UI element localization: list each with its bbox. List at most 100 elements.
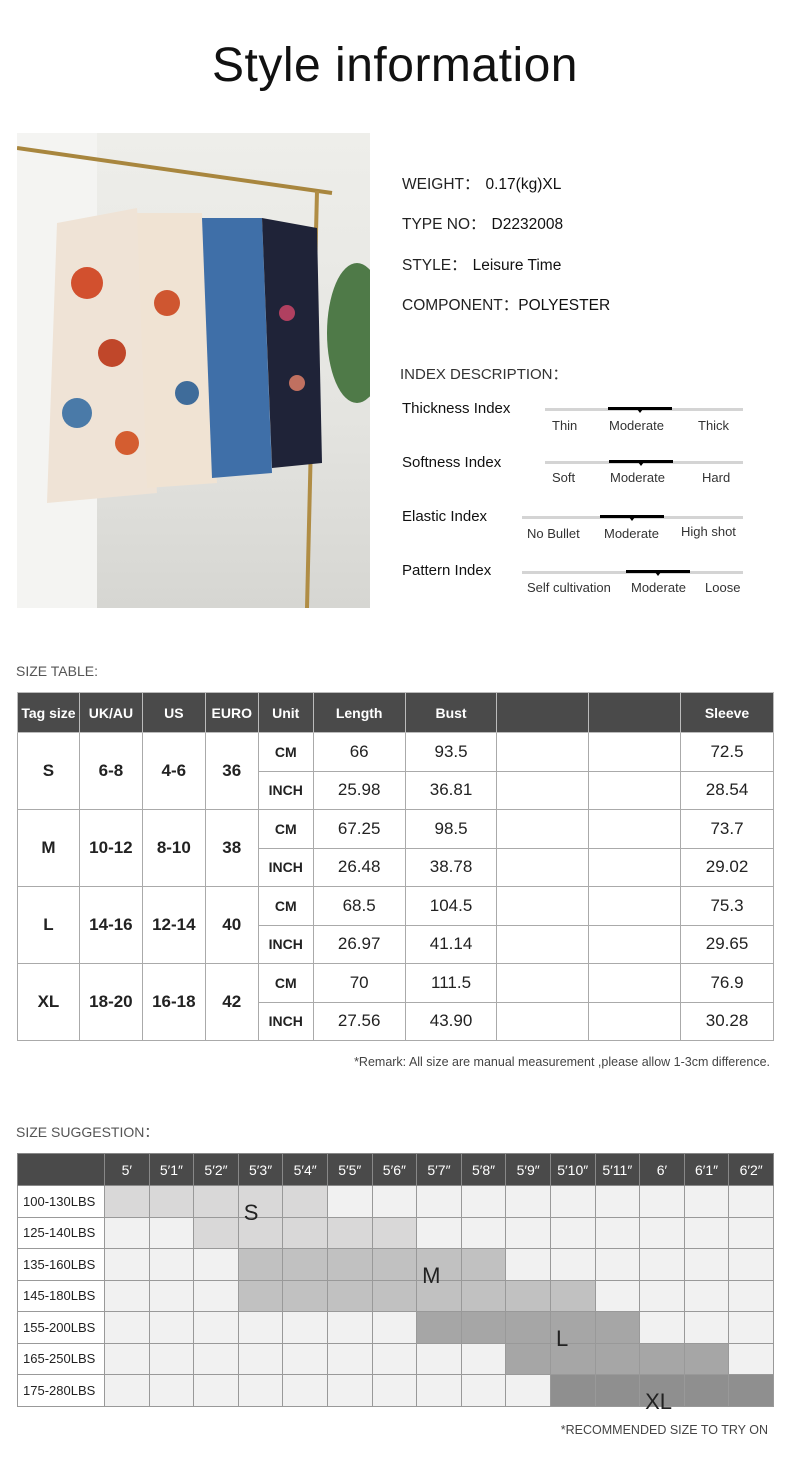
weight-label: 165-250LBS (17, 1342, 105, 1375)
component-value: POLYESTER (518, 297, 611, 314)
weight-label: WEIGHT： (402, 176, 480, 193)
size-cell-empty (371, 1342, 418, 1375)
size-us: 12-14 (141, 886, 206, 964)
table-row: S 6-8 4-6 36 CM 66 93.5 72.5 (17, 732, 774, 810)
empty-cell (588, 924, 682, 964)
bust-cell: 38.78 (404, 847, 498, 887)
size-cell-empty (416, 1216, 462, 1249)
size-cell-filled (237, 1279, 284, 1312)
size-cell-filled (282, 1279, 328, 1312)
length-cell: 67.25 (312, 809, 406, 849)
size-label: XL (645, 1389, 673, 1414)
size-cell-filled (371, 1216, 418, 1249)
size-us: 8-10 (141, 809, 206, 887)
size-cell-empty (728, 1311, 774, 1344)
size-cell-filled (549, 1279, 596, 1312)
unit-cell: CM (257, 963, 314, 1003)
bust-cell: 43.90 (404, 1001, 498, 1041)
height-header: 5′1″ (148, 1153, 195, 1186)
size-cell-filled (416, 1311, 462, 1344)
size-cell-filled (639, 1342, 685, 1375)
size-cell-empty (505, 1374, 551, 1407)
size-cell-empty (549, 1185, 596, 1218)
size-cell-empty (549, 1248, 596, 1281)
elastic-index-label: Elastic Index (402, 508, 488, 525)
size-cell-empty (683, 1216, 730, 1249)
unit-cell: CM (257, 886, 314, 926)
size-cell-filled (371, 1248, 418, 1281)
size-cell-filled (728, 1374, 774, 1407)
size-cell-filled (505, 1311, 551, 1344)
table-row: XL 18-20 16-18 42 CM 70 111.5 76.9 (17, 963, 774, 1041)
unit-cell: INCH (257, 924, 314, 964)
thickness-index-scale (545, 407, 743, 413)
size-tag: S (17, 732, 80, 810)
size-cell-filled: M (416, 1248, 462, 1288)
size-cell-filled (505, 1279, 551, 1312)
column-header (496, 692, 590, 733)
weight-label: 145-180LBS (17, 1279, 105, 1312)
size-euro: 40 (204, 886, 259, 964)
empty-cell (496, 1001, 590, 1041)
elastic-option: High shot (681, 524, 736, 539)
height-header: 5′6″ (371, 1153, 418, 1186)
size-cell-empty (728, 1279, 774, 1312)
size-cell-empty (148, 1374, 195, 1407)
unit-cell: INCH (257, 847, 314, 887)
grid-row: 155-200LBS L (17, 1311, 774, 1351)
size-cell-empty (639, 1185, 685, 1218)
size-cell-filled (326, 1248, 373, 1281)
grid-row: 125-140LBS (17, 1216, 774, 1249)
page-title: Style information (212, 39, 578, 92)
size-cell-filled (282, 1185, 328, 1218)
size-cell-filled (549, 1374, 596, 1407)
size-cell-empty (639, 1216, 685, 1249)
size-cell-filled (282, 1216, 328, 1249)
size-cell-empty (237, 1342, 284, 1375)
size-cell-empty (326, 1185, 373, 1218)
pattern-index-label: Pattern Index (402, 562, 492, 579)
height-header: 5′2″ (193, 1153, 239, 1186)
thickness-option: Thick (698, 418, 730, 433)
size-cell-empty (282, 1342, 328, 1375)
size-cell-filled (148, 1185, 195, 1218)
sleeve-cell: 75.3 (680, 886, 774, 926)
height-header: 5′7″ (416, 1153, 462, 1186)
size-ukau: 6-8 (78, 732, 143, 810)
sleeve-cell: 72.5 (680, 732, 774, 772)
size-cell-empty (683, 1185, 730, 1218)
type-label: TYPE NO： (402, 216, 486, 233)
sleeve-cell: 73.7 (680, 809, 774, 849)
size-cell-empty (148, 1342, 195, 1375)
size-cell-filled (549, 1342, 596, 1375)
sleeve-cell: 29.65 (680, 924, 774, 964)
size-cell-empty (371, 1374, 418, 1407)
height-header: 5′ (104, 1153, 150, 1186)
bust-cell: 93.5 (404, 732, 498, 772)
bust-cell: 104.5 (404, 886, 498, 926)
size-cell-empty (148, 1216, 195, 1249)
empty-cell (588, 732, 682, 772)
index-heading: INDEX DESCRIPTION： (400, 366, 568, 383)
size-remark: *Remark: All size are manual measurement… (354, 1055, 770, 1069)
weight-row: WEIGHT： 0.17(kg)XL (402, 172, 561, 194)
size-cell-empty (104, 1248, 150, 1281)
size-us: 16-18 (141, 963, 206, 1041)
size-cell-filled (505, 1342, 551, 1375)
column-header: Length (312, 692, 406, 733)
size-cell-empty (594, 1216, 641, 1249)
length-cell: 66 (312, 732, 406, 772)
column-header: Tag size (17, 692, 80, 733)
empty-cell (496, 847, 590, 887)
height-header: 5′8″ (460, 1153, 507, 1186)
size-label: L (555, 1326, 569, 1351)
pattern-index-scale (522, 570, 743, 576)
size-tag: XL (17, 963, 80, 1041)
size-cell-empty (460, 1216, 507, 1249)
size-cell-filled (282, 1248, 328, 1281)
empty-cell (588, 886, 682, 926)
size-cell-filled (460, 1248, 507, 1281)
unit-cell: INCH (257, 770, 314, 810)
size-cell-empty (148, 1248, 195, 1281)
size-cell-empty (282, 1374, 328, 1407)
